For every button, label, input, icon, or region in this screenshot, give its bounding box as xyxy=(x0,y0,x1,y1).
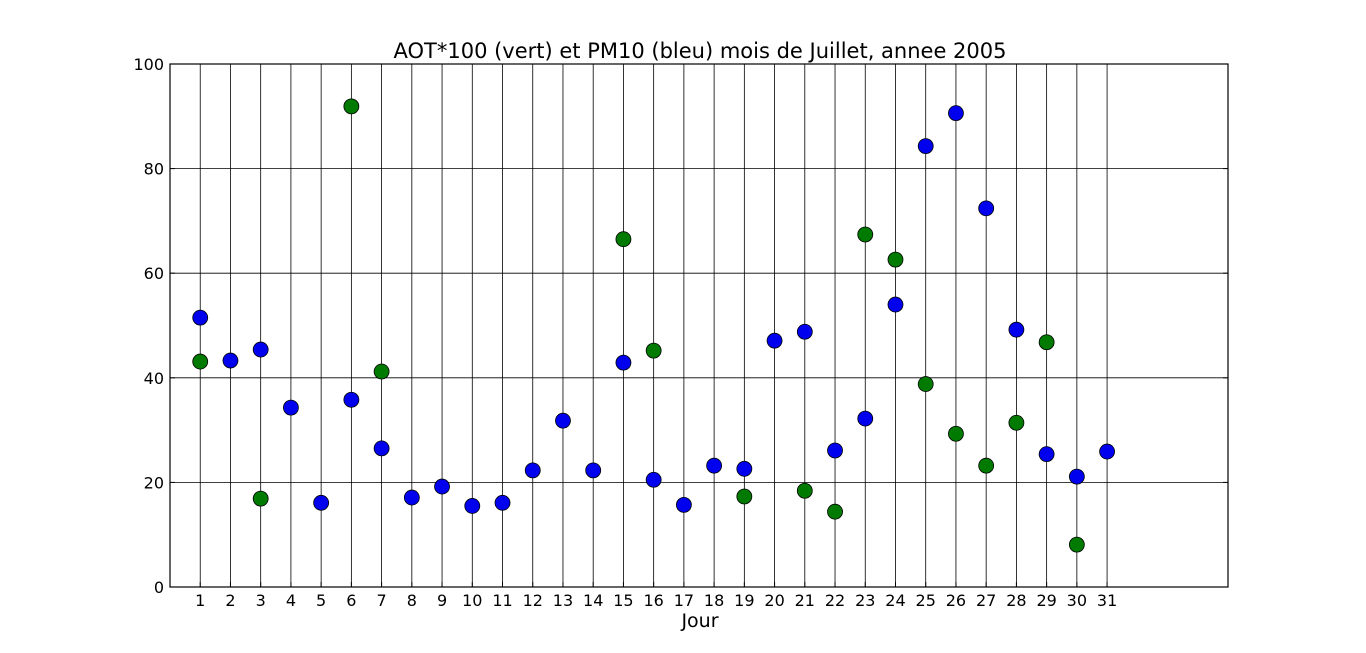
x-tick-label: 13 xyxy=(553,591,573,610)
pm10-point xyxy=(1068,468,1085,485)
pm10-point xyxy=(736,460,753,477)
x-axis-label: Jour xyxy=(680,610,718,632)
x-tick-label: 30 xyxy=(1067,591,1087,610)
aot-point xyxy=(192,353,209,370)
pm10-point xyxy=(555,412,571,429)
pm10-point xyxy=(675,496,692,513)
pm10-point xyxy=(948,105,964,122)
x-tick-label: 8 xyxy=(407,591,417,610)
x-tick-label: 22 xyxy=(825,591,845,610)
x-tick-label: 16 xyxy=(643,591,663,610)
pm10-point xyxy=(706,457,723,474)
plot-frame xyxy=(169,63,1229,588)
x-tick-label: 15 xyxy=(613,591,633,610)
pm10-point xyxy=(1099,443,1115,460)
x-tick-label: 20 xyxy=(764,591,784,610)
aot-point xyxy=(615,231,632,248)
aot-point xyxy=(343,98,360,115)
x-tick-label: 12 xyxy=(523,591,543,610)
x-tick-label: 24 xyxy=(885,591,905,610)
pm10-point xyxy=(585,462,602,479)
x-tick-label: 28 xyxy=(1006,591,1026,610)
x-tick-label: 25 xyxy=(916,591,936,610)
x-tick-label: 10 xyxy=(462,591,482,610)
aot-point xyxy=(796,482,813,499)
y-tick-label: 60 xyxy=(144,264,164,283)
axis-ticks: 1 2 3 4 5 6 7 8 9 10 11 12 13 14 15 16 17 18 19 20 21 22 23 24 2… xyxy=(133,55,1228,610)
pm10-point xyxy=(283,399,299,416)
pm10-point xyxy=(313,494,330,511)
pm10-point xyxy=(978,200,995,217)
x-tick-label: 2 xyxy=(225,591,235,610)
x-tick-label: 1 xyxy=(195,591,205,610)
x-tick-label: 14 xyxy=(583,591,603,610)
aot-point xyxy=(827,503,843,520)
pm10-point xyxy=(524,462,541,479)
x-tick-label: 31 xyxy=(1097,591,1117,610)
x-tick-label: 4 xyxy=(286,591,296,610)
aot-point xyxy=(948,425,964,442)
pm10-point xyxy=(494,494,511,511)
pm10-point xyxy=(766,332,783,349)
pm10-point xyxy=(343,391,360,408)
data-points xyxy=(192,98,1115,553)
pm10-point xyxy=(464,498,481,514)
pm10-point xyxy=(796,323,813,340)
aot-point xyxy=(645,342,662,359)
x-tick-label: 7 xyxy=(377,591,387,610)
y-tick-label: 0 xyxy=(154,578,164,597)
aot-point xyxy=(887,251,904,268)
y-tick-label: 20 xyxy=(144,473,164,492)
y-tick-label: 40 xyxy=(144,369,164,388)
pm10-point xyxy=(1038,446,1055,463)
x-tick-label: 27 xyxy=(976,591,996,610)
aot-point xyxy=(1068,536,1085,553)
x-tick-label: 9 xyxy=(437,591,447,610)
grid-lines xyxy=(170,63,1228,588)
pm10-point xyxy=(917,138,934,155)
aot-point xyxy=(1038,334,1055,351)
pm10-point xyxy=(403,489,420,506)
pm10-point xyxy=(192,309,209,326)
aot-point xyxy=(978,457,995,474)
pm10-point xyxy=(252,341,269,358)
pm10-point xyxy=(434,478,450,495)
x-tick-label: 19 xyxy=(734,591,754,610)
aot-point xyxy=(252,490,269,507)
y-tick-label: 80 xyxy=(144,160,164,179)
pm10-point xyxy=(887,296,904,313)
pm10-point xyxy=(222,352,239,369)
pm10-point xyxy=(645,471,662,488)
aot-point xyxy=(1008,414,1025,431)
x-tick-label: 29 xyxy=(1036,591,1056,610)
pm10-point xyxy=(827,442,843,459)
x-tick-label: 3 xyxy=(256,591,266,610)
pm10-point xyxy=(615,354,632,371)
pm10-point xyxy=(1008,321,1025,338)
x-tick-label: 21 xyxy=(795,591,815,610)
x-tick-label: 18 xyxy=(704,591,724,610)
pm10-point xyxy=(373,440,390,457)
x-tick-label: 26 xyxy=(946,591,966,610)
aot-point xyxy=(736,488,753,505)
x-tick-label: 11 xyxy=(492,591,512,610)
pm10-point xyxy=(857,410,874,427)
x-tick-label: 5 xyxy=(316,591,326,610)
aot-point xyxy=(857,226,874,243)
aot-point xyxy=(373,363,390,380)
y-tick-label: 100 xyxy=(133,55,164,74)
x-tick-label: 23 xyxy=(855,591,875,610)
chart-title: AOT*100 (vert) et PM10 (bleu) mois de Ju… xyxy=(394,39,1007,63)
aot-point xyxy=(917,376,934,392)
x-tick-label: 6 xyxy=(346,591,356,610)
x-tick-label: 17 xyxy=(674,591,694,610)
